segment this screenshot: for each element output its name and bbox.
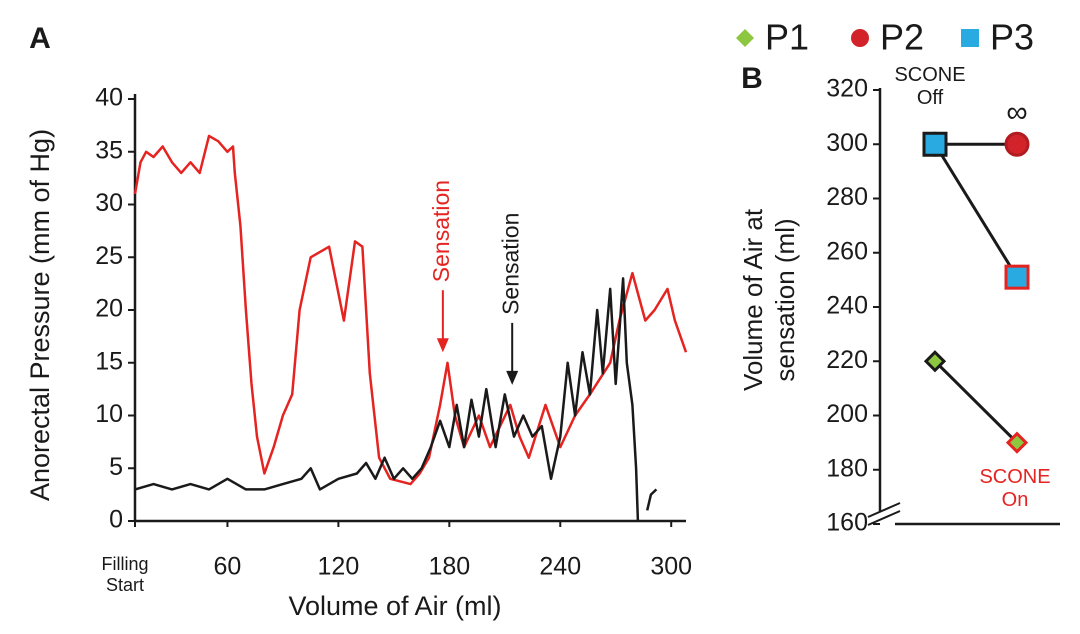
y-tick-label: 200	[826, 400, 868, 428]
y-tick-label: 15	[95, 347, 123, 375]
y-tick-label: 0	[109, 506, 123, 534]
category-label: SCONE Off	[894, 64, 966, 109]
y-tick-label: 320	[826, 75, 868, 103]
point	[1004, 264, 1030, 290]
y-axis-label: Anorectal Pressure (mm of Hg)	[25, 129, 55, 501]
y-tick-label: 260	[826, 237, 868, 265]
y-tick-label: 40	[95, 84, 123, 112]
legend-marker	[961, 29, 979, 47]
point	[1004, 131, 1030, 157]
y-tick-label: 20	[95, 295, 123, 323]
panel-label: A	[29, 22, 51, 55]
y-tick-label: 5	[109, 453, 123, 481]
connector	[933, 143, 1019, 278]
y-tick-label: 220	[826, 346, 868, 374]
axis-break	[867, 510, 901, 526]
y-tick-label: 160	[826, 509, 868, 537]
point	[923, 350, 947, 373]
y-axis-label: Volume of Air at	[738, 208, 768, 391]
y-tick-label: 180	[826, 454, 868, 482]
annotation: Sensation	[428, 180, 454, 282]
x-tick-label: 300	[650, 553, 692, 581]
y-tick-label: 10	[95, 400, 123, 428]
annotation-arrowhead	[436, 338, 449, 353]
y-tick-label: 35	[95, 136, 123, 164]
x-tick-label: Filling Start	[101, 554, 149, 595]
y-tick-label: 240	[826, 292, 868, 320]
y-axis-label: sensation (ml)	[770, 218, 800, 381]
x-tick-label: 180	[428, 553, 470, 581]
panel-label: B	[741, 62, 763, 95]
legend-label: P3	[990, 17, 1034, 58]
x-axis-label: Volume of Air (ml)	[288, 591, 501, 621]
legend-label: P2	[880, 17, 924, 58]
x-tick-label: 240	[539, 553, 581, 581]
y-tick-label: 30	[95, 189, 123, 217]
point	[922, 131, 948, 157]
line-series	[134, 277, 658, 522]
annotation-arrowhead	[506, 370, 519, 385]
y-tick-label: 300	[826, 129, 868, 157]
category-label: SCONE On	[979, 466, 1051, 511]
y-tick-label: 25	[95, 242, 123, 270]
connector	[933, 360, 1019, 444]
y-tick-label: 280	[826, 183, 868, 211]
axis-break	[867, 502, 901, 518]
legend-marker	[851, 29, 869, 47]
line-series	[133, 134, 688, 486]
annotation: Sensation	[497, 213, 523, 315]
x-tick-label: 120	[318, 553, 360, 581]
point	[1005, 431, 1029, 454]
legend-label: P1	[765, 17, 809, 58]
x-tick-label: 60	[214, 553, 242, 581]
annotation: ∞	[1006, 96, 1027, 129]
legend-marker	[736, 29, 754, 47]
